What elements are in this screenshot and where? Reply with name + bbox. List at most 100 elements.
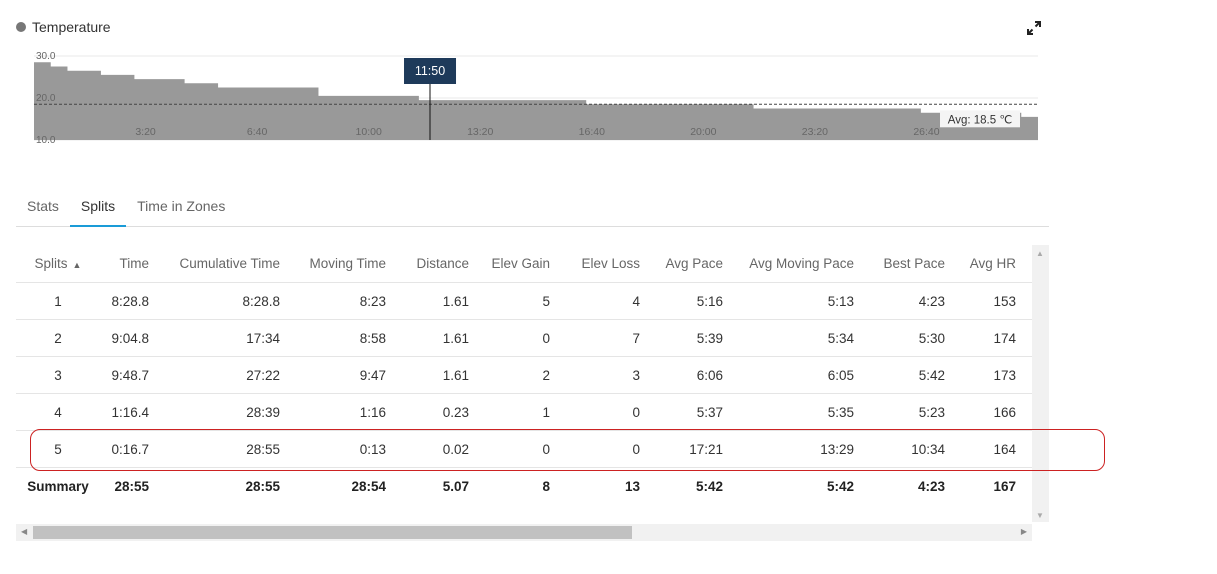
cell-cumulative-time: 8:28.8 — [149, 282, 280, 320]
table-row: 4 1:16.4 28:39 1:16 0.23 1 0 5:37 5:35 5:23 166 — [16, 393, 1032, 431]
scroll-left-icon[interactable]: ◀ — [21, 527, 28, 536]
cell-splits: 1 — [16, 282, 100, 320]
column-header-cumulative-time[interactable]: Cumulative Time — [149, 245, 280, 283]
x-tick-label: 3:20 — [135, 126, 156, 138]
cell-splits: Summary — [27, 478, 89, 494]
horizontal-scrollbar[interactable]: ◀ ▶ — [16, 524, 1032, 541]
cell-spacer — [1016, 356, 1032, 394]
cell-best-pace: 5:30 — [854, 319, 945, 357]
cell-avg-pace: 6:06 — [640, 356, 723, 394]
cell-moving-time: 0:13 — [280, 430, 386, 468]
cell-avg-pace: 5:37 — [640, 393, 723, 431]
cell-avg-pace: 5:42 — [695, 478, 723, 494]
column-header-avg-moving-pace[interactable]: Avg Moving Pace — [723, 245, 854, 283]
cell-best-pace: 5:23 — [854, 393, 945, 431]
sort-ascending-icon: ▲ — [72, 260, 82, 270]
splits-table: Splits ▲ Time Cumulative Time Moving Time… — [16, 245, 1032, 504]
cell-avg-hr: 167 — [993, 478, 1016, 494]
cell-best-pace: 5:42 — [854, 356, 945, 394]
average-label: Avg: 18.5 ℃ — [948, 114, 1013, 126]
cell-spacer — [1016, 468, 1032, 505]
cell-avg-moving-pace: 5:34 — [723, 319, 854, 357]
cell-moving-time: 8:23 — [280, 282, 386, 320]
vertical-scrollbar[interactable]: ▲ ▼ — [1032, 245, 1049, 522]
cell-elev-gain: 0 — [469, 430, 550, 468]
cell-best-pace: 4:23 — [854, 282, 945, 320]
cell-spacer — [1016, 282, 1032, 320]
column-header-elev-gain[interactable]: Elev Gain — [469, 245, 550, 283]
cell-avg-hr: 164 — [945, 430, 1016, 468]
cell-elev-loss: 0 — [550, 393, 640, 431]
cell-elev-gain: 8 — [542, 478, 550, 494]
cell-distance: 0.23 — [386, 393, 469, 431]
cell-elev-loss: 13 — [624, 478, 640, 494]
table-row: 2 9:04.8 17:34 8:58 1.61 0 7 5:39 5:34 5:30 174 — [16, 319, 1032, 357]
cell-time: 28:55 — [114, 478, 149, 494]
cell-cumulative-time: 27:22 — [149, 356, 280, 394]
cell-time: 1:16.4 — [100, 393, 149, 431]
cell-splits: 5 — [16, 430, 100, 468]
legend-label: Temperature — [32, 19, 111, 35]
x-tick-label: 23:20 — [802, 126, 828, 138]
cell-best-pace: 4:23 — [917, 478, 945, 494]
cell-cumulative-time: 28:55 — [245, 478, 280, 494]
cell-spacer — [1016, 319, 1032, 357]
x-tick-label: 10:00 — [356, 126, 382, 138]
cell-avg-moving-pace: 5:13 — [723, 282, 854, 320]
column-header-time[interactable]: Time — [100, 245, 149, 283]
cursor-label-bg — [404, 58, 457, 84]
cell-elev-loss: 4 — [550, 282, 640, 320]
y-tick-label: 20.0 — [36, 93, 56, 104]
column-header-avg-pace[interactable]: Avg Pace — [640, 245, 723, 283]
cell-avg-pace: 5:16 — [640, 282, 723, 320]
temperature-chart: 30.0 20.0 10.0 3:20 6:40 10:00 13:20 16:40 20:00… — [34, 51, 1038, 146]
cell-splits: 3 — [16, 356, 100, 394]
x-tick-label: 16:40 — [579, 126, 605, 138]
cell-avg-hr: 174 — [945, 319, 1016, 357]
table-row: 5 0:16.7 28:55 0:13 0.02 0 0 17:21 13:29 10:34 164 — [16, 430, 1032, 468]
x-tick-label: 20:00 — [690, 126, 716, 138]
x-tick-label: 26:40 — [913, 126, 939, 138]
scroll-up-icon[interactable]: ▲ — [1036, 249, 1044, 258]
expand-icon[interactable] — [1027, 21, 1041, 35]
cursor-label: 11:50 — [415, 64, 445, 78]
cell-splits: 4 — [16, 393, 100, 431]
column-header-distance[interactable]: Distance — [386, 245, 469, 283]
cell-elev-gain: 5 — [469, 282, 550, 320]
cell-cumulative-time: 17:34 — [149, 319, 280, 357]
legend-dot-icon — [16, 22, 26, 32]
horizontal-scrollbar-thumb[interactable] — [33, 526, 632, 539]
cell-moving-time: 9:47 — [280, 356, 386, 394]
column-header-moving-time[interactable]: Moving Time — [280, 245, 386, 283]
cell-elev-loss: 7 — [550, 319, 640, 357]
cell-time: 9:04.8 — [100, 319, 149, 357]
cell-moving-time: 28:54 — [351, 478, 386, 494]
cell-avg-moving-pace: 5:42 — [826, 478, 854, 494]
cell-avg-hr: 166 — [945, 393, 1016, 431]
cell-spacer — [1016, 430, 1032, 468]
cell-spacer — [1016, 393, 1032, 431]
cell-best-pace: 10:34 — [854, 430, 945, 468]
cell-avg-moving-pace: 13:29 — [723, 430, 854, 468]
column-header-avg-hr[interactable]: Avg HR — [945, 245, 1016, 283]
cell-distance: 0.02 — [386, 430, 469, 468]
cell-avg-hr: 153 — [945, 282, 1016, 320]
cell-distance: 1.61 — [386, 282, 469, 320]
scroll-down-icon[interactable]: ▼ — [1036, 511, 1044, 520]
tab-stats[interactable]: Stats — [27, 198, 59, 214]
tab-time-in-zones[interactable]: Time in Zones — [137, 198, 226, 214]
x-tick-label: 13:20 — [467, 126, 493, 138]
splits-table-container: Splits ▲ Time Cumulative Time Moving Time… — [16, 245, 1032, 504]
column-header-best-pace[interactable]: Best Pace — [854, 245, 945, 283]
column-header-elev-loss[interactable]: Elev Loss — [550, 245, 640, 283]
y-tick-label: 10.0 — [36, 135, 56, 146]
tab-bar: Stats Splits Time in Zones — [16, 190, 1049, 227]
chart-legend: Temperature — [16, 19, 111, 35]
cell-elev-gain: 0 — [469, 319, 550, 357]
column-header-splits[interactable]: Splits ▲ — [16, 245, 100, 283]
tab-splits[interactable]: Splits — [69, 190, 127, 227]
cell-moving-time: 8:58 — [280, 319, 386, 357]
scroll-right-icon[interactable]: ▶ — [1020, 527, 1027, 536]
table-row: 1 8:28.8 8:28.8 8:23 1.61 5 4 5:16 5:13 4:23 153 — [16, 282, 1032, 320]
cell-avg-moving-pace: 5:35 — [723, 393, 854, 431]
